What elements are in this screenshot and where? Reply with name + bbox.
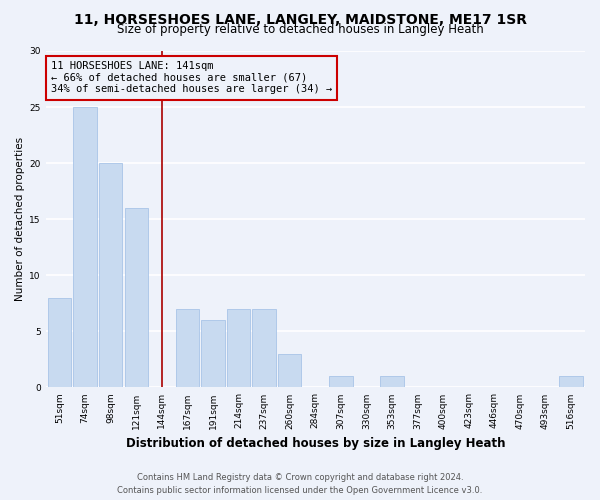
Y-axis label: Number of detached properties: Number of detached properties	[15, 137, 25, 302]
Bar	[125, 208, 148, 388]
X-axis label: Distribution of detached houses by size in Langley Heath: Distribution of detached houses by size …	[125, 437, 505, 450]
Bar	[227, 309, 250, 388]
Bar	[380, 376, 404, 388]
Bar	[201, 320, 225, 388]
Bar	[99, 163, 122, 388]
Bar	[278, 354, 301, 388]
Bar	[176, 309, 199, 388]
Text: Contains HM Land Registry data © Crown copyright and database right 2024.
Contai: Contains HM Land Registry data © Crown c…	[118, 474, 482, 495]
Bar	[253, 309, 276, 388]
Text: 11, HORSESHOES LANE, LANGLEY, MAIDSTONE, ME17 1SR: 11, HORSESHOES LANE, LANGLEY, MAIDSTONE,…	[74, 12, 527, 26]
Bar	[48, 298, 71, 388]
Bar	[329, 376, 353, 388]
Bar	[73, 107, 97, 388]
Text: 11 HORSESHOES LANE: 141sqm
← 66% of detached houses are smaller (67)
34% of semi: 11 HORSESHOES LANE: 141sqm ← 66% of deta…	[51, 61, 332, 94]
Bar	[559, 376, 583, 388]
Text: Size of property relative to detached houses in Langley Heath: Size of property relative to detached ho…	[116, 22, 484, 36]
